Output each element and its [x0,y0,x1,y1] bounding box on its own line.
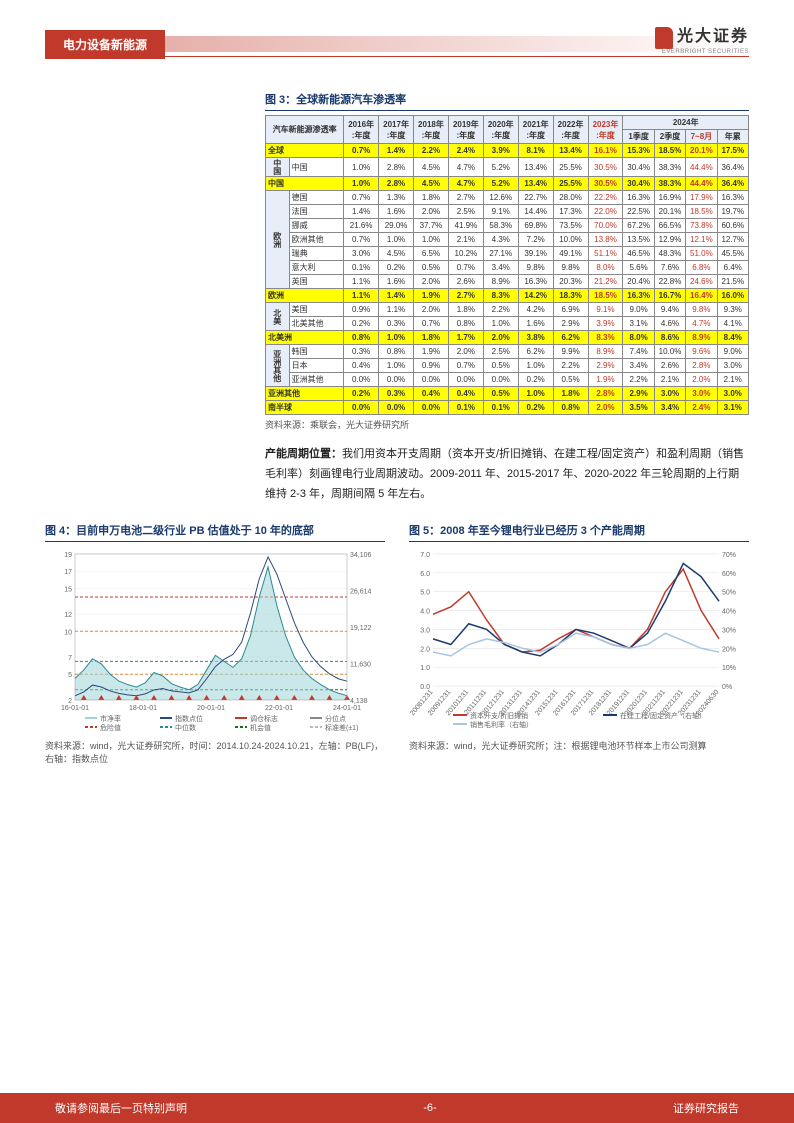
para-lead: 产能周期位置： [265,448,342,460]
svg-text:7: 7 [68,655,72,662]
svg-text:40%: 40% [722,609,736,616]
svg-text:调仓标志: 调仓标志 [250,714,278,723]
svg-text:20%: 20% [722,647,736,654]
brand-logo: 光大证券 EVERBRIGHT SECURITIES [655,22,749,55]
svg-text:中位数: 中位数 [175,723,196,732]
svg-text:销售毛利率（右轴）: 销售毛利率（右轴） [470,720,533,729]
footer-bar: 敬请参阅最后一页特别声明 -6- 证券研究报告 [0,1093,794,1123]
svg-text:市净率: 市净率 [100,714,121,723]
fig4-title: 图 4：目前申万电池二级行业 PB 估值处于 10 年的底部 [45,522,385,542]
svg-text:10%: 10% [722,666,736,673]
svg-text:2: 2 [68,698,72,705]
fig5-title: 图 5：2008 年至今锂电行业已经历 3 个产能周期 [409,522,749,542]
svg-text:危险值: 危险值 [100,723,121,732]
charts-row: 图 4：目前申万电池二级行业 PB 估值处于 10 年的底部 2 5 7 10 12 15… [45,516,749,765]
svg-text:16-01-01: 16-01-01 [61,705,89,712]
svg-text:机会值: 机会值 [250,723,271,732]
svg-text:19: 19 [64,552,72,559]
svg-text:50%: 50% [722,590,736,597]
svg-text:5.0: 5.0 [420,590,430,597]
svg-text:6.0: 6.0 [420,571,430,578]
svg-text:19,122: 19,122 [350,625,372,632]
body-paragraph: 产能周期位置：我们用资本开支周期（资本开支/折旧摊销、在建工程/固定资产）和盈利… [265,445,749,504]
svg-text:30%: 30% [722,628,736,635]
footer-left: 敬请参阅最后一页特别声明 [55,1100,187,1116]
fig3-title: 图 3：全球新能源汽车渗透率 [265,91,749,111]
svg-text:60%: 60% [722,571,736,578]
fig5-source: 资料来源：wind，光大证券研究所；注：根据锂电池环节样本上市公司测算 [409,739,749,752]
fig5-chart: 0.01.02.03.04.05.06.07.00%10%20%30%40%50… [409,546,749,736]
svg-text:26,614: 26,614 [350,589,372,596]
svg-text:在建工程/固定资产（右轴）: 在建工程/固定资产（右轴） [620,711,706,720]
fig5-col: 图 5：2008 年至今锂电行业已经历 3 个产能周期 0.01.02.03.0… [409,516,749,765]
svg-text:5: 5 [68,673,72,680]
svg-text:指数点位: 指数点位 [175,714,203,723]
svg-text:22-01-01: 22-01-01 [265,705,293,712]
svg-text:20-01-01: 20-01-01 [197,705,225,712]
footer-page: -6- [423,1102,436,1114]
logo-text-cn: 光大证券 [677,28,749,45]
svg-text:4.0: 4.0 [420,609,430,616]
svg-text:0%: 0% [722,684,732,691]
svg-text:10: 10 [64,630,72,637]
fig4-chart: 2 5 7 10 12 15 17 19 4,138 11,630 19,122 26,614 34,1… [45,546,385,736]
svg-text:17: 17 [64,570,72,577]
svg-text:标准差(±1): 标准差(±1) [325,723,358,732]
svg-text:7.0: 7.0 [420,552,430,559]
svg-text:18-01-01: 18-01-01 [129,705,157,712]
logo-text-en: EVERBRIGHT SECURITIES [655,49,749,55]
svg-text:70%: 70% [722,552,736,559]
svg-text:11,630: 11,630 [350,662,371,669]
fig5-svg: 0.01.02.03.04.05.06.07.00%10%20%30%40%50… [409,546,749,736]
fig4-source: 资料来源：wind，光大证券研究所，时间：2014.10.24-2024.10.… [45,739,385,765]
fig3-table: 汽车新能源渗透率2016年:年度2017年:年度2018年:年度2019年:年度… [265,115,749,415]
svg-text:分位点: 分位点 [325,714,346,723]
header-bar: 电力设备新能源 [45,30,749,58]
header-rule [45,56,749,57]
footer-right: 证券研究报告 [673,1100,739,1116]
fig4-col: 图 4：目前申万电池二级行业 PB 估值处于 10 年的底部 2 5 7 10 12 15… [45,516,385,765]
svg-text:12: 12 [64,613,72,620]
page-content: 图 3：全球新能源汽车渗透率 汽车新能源渗透率2016年:年度2017年:年度2… [45,85,749,765]
svg-text:3.0: 3.0 [420,628,430,635]
section-tab: 电力设备新能源 [45,30,165,59]
svg-text:24-01-01: 24-01-01 [333,705,361,712]
fig4-svg: 2 5 7 10 12 15 17 19 4,138 11,630 19,122 26,614 34,1… [45,546,385,736]
svg-text:15: 15 [64,587,72,594]
svg-text:资本开支/折旧摊销: 资本开支/折旧摊销 [470,711,528,720]
svg-text:34,106: 34,106 [350,552,372,559]
svg-text:1.0: 1.0 [420,666,430,673]
svg-text:4,138: 4,138 [350,698,368,705]
logo-mark-icon [655,27,673,49]
fig3-source: 资料来源：乘联会，光大证券研究所 [265,418,749,431]
svg-text:2.0: 2.0 [420,647,430,654]
